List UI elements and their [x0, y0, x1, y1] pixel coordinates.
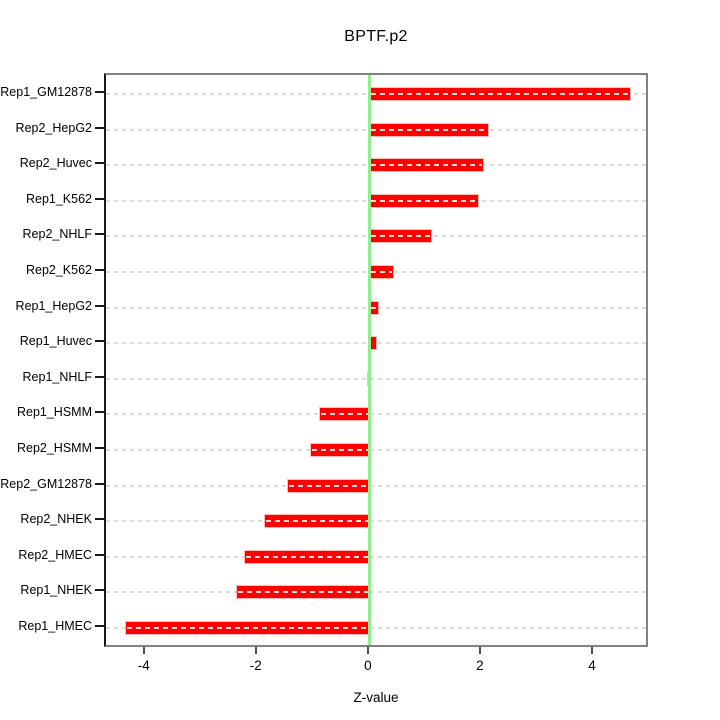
bar [369, 159, 484, 172]
x-axis-tick-label: -4 [137, 658, 150, 673]
y-axis-label: Rep2_HSMM [16, 441, 92, 455]
bar [264, 515, 370, 528]
bar [369, 123, 489, 136]
y-axis-tick [95, 126, 104, 129]
y-axis-tick [95, 269, 104, 271]
y-axis-tick [95, 411, 104, 414]
y-axis-label: Rep1_K562 [25, 191, 92, 206]
y-axis-label: Rep2_K562 [25, 263, 92, 277]
grid-line [106, 627, 646, 629]
y-axis-tick [95, 482, 104, 485]
bar [369, 194, 478, 207]
bar-hatch [370, 128, 488, 131]
y-axis-label: Rep2_GM12878 [0, 476, 92, 491]
y-axis-label: Rep1_Huvec [19, 334, 92, 349]
x-axis-tick [478, 647, 481, 654]
y-axis-tick [95, 518, 104, 521]
x-axis-tick-label: -2 [249, 658, 262, 673]
y-axis-tick [95, 197, 104, 200]
y-axis-tick [95, 589, 104, 592]
y-axis-tick [95, 553, 104, 556]
plot-area [104, 73, 648, 647]
grid-line [106, 555, 646, 558]
y-axis-label: Rep2_NHEK [20, 512, 92, 527]
bar-hatch [237, 591, 369, 594]
grid-line [106, 449, 646, 451]
x-axis-tick [590, 647, 593, 654]
bar [244, 550, 370, 563]
bar-hatch [289, 484, 369, 487]
bar-hatch [245, 555, 369, 558]
x-axis-title: Z-value [353, 690, 399, 705]
y-axis-tick [95, 340, 104, 343]
bar-hatch [370, 271, 392, 273]
bar-hatch [370, 164, 483, 167]
x-axis-tick-label: 0 [364, 658, 372, 673]
x-axis-tick-label: 2 [476, 658, 484, 673]
bar [369, 88, 630, 100]
zero-line [368, 75, 372, 645]
x-axis-tick-label: 4 [588, 658, 596, 673]
bar-hatch [370, 235, 430, 238]
y-axis-label: Rep2_NHLF [22, 227, 92, 242]
grid-line [106, 377, 646, 380]
grid-line [106, 591, 646, 594]
bar [369, 337, 377, 350]
bar [311, 444, 370, 456]
bar-hatch [370, 306, 378, 309]
grid-line [106, 484, 646, 487]
grid-line [106, 413, 646, 416]
y-axis-label: Rep1_HepG2 [15, 298, 92, 313]
y-axis-tick [95, 304, 104, 307]
y-axis-label: Rep1_GM12878 [0, 85, 92, 99]
y-axis-tick [95, 447, 104, 449]
bar-hatch [321, 413, 369, 416]
y-axis-label: Rep1_NHLF [22, 369, 92, 384]
bar-hatch [370, 93, 629, 95]
bar [288, 479, 370, 492]
y-axis-label: Rep1_HMEC [18, 619, 92, 633]
x-axis-tick [366, 647, 369, 654]
x-axis-tick [254, 647, 257, 654]
grid-line [106, 520, 646, 523]
bar [320, 408, 370, 421]
chart-title: BPTF.p2 [344, 28, 408, 45]
y-axis-tick [95, 233, 104, 236]
bar-hatch [312, 449, 369, 451]
y-axis-tick [95, 375, 104, 378]
bar-hatch [370, 199, 477, 202]
bar [369, 266, 393, 278]
bar-hatch [265, 520, 369, 523]
y-axis-tick [95, 625, 104, 627]
x-axis-tick [142, 647, 145, 654]
y-axis-tick [95, 162, 104, 165]
bar [369, 230, 431, 243]
y-axis-label: Rep1_HSMM [16, 405, 92, 420]
y-axis-label: Rep2_Huvec [19, 156, 92, 171]
bar [126, 622, 370, 634]
y-axis-label: Rep1_NHEK [20, 583, 92, 598]
y-axis-label: Rep2_HMEC [18, 547, 92, 562]
bar [236, 586, 370, 599]
y-axis-tick [95, 91, 104, 93]
bar [369, 301, 379, 314]
y-axis-label: Rep2_HepG2 [15, 120, 92, 135]
bar-hatch [127, 627, 369, 629]
